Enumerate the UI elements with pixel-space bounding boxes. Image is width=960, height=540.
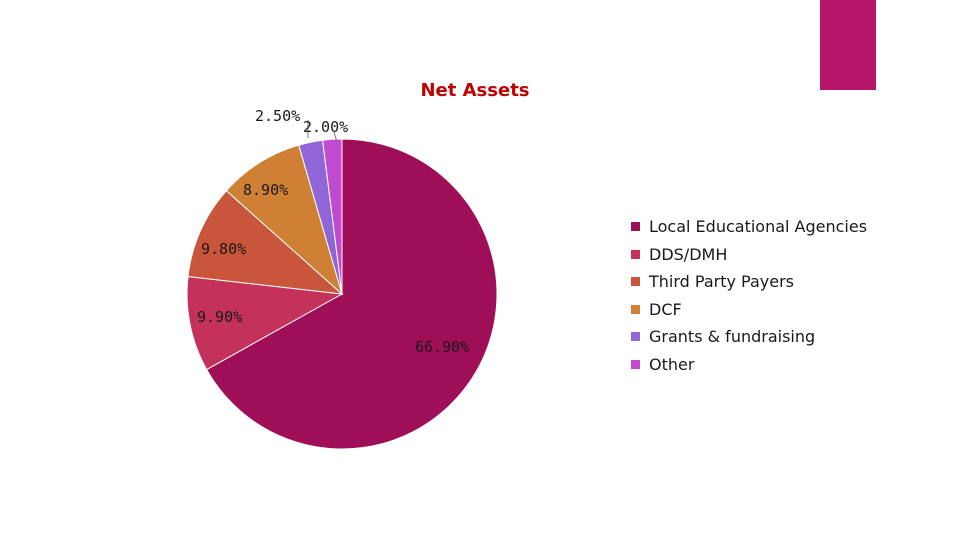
legend-swatch: [631, 222, 640, 232]
legend-label: Other: [649, 354, 695, 374]
legend-label: Local Educational Agencies: [649, 217, 868, 237]
legend-item: Third Party Payers: [631, 268, 867, 296]
data-label: 9.80%: [201, 240, 246, 258]
legend-item: Other: [631, 351, 867, 379]
leader-line: [333, 131, 338, 143]
data-label: 2.50%: [255, 107, 300, 125]
data-label: 8.90%: [243, 181, 288, 199]
legend-item: Grants & fundraising: [631, 323, 867, 351]
data-label: 2.00%: [303, 118, 348, 136]
legend-item: DDS/DMH: [631, 241, 867, 269]
legend-label: Grants & fundraising: [649, 327, 816, 347]
pie-slice: [186, 275, 344, 371]
data-label: 66.90%: [415, 338, 469, 356]
legend-item: DCF: [631, 296, 867, 324]
legend-swatch: [631, 332, 640, 342]
legend-swatch: [631, 249, 640, 259]
pie-slice: [225, 144, 343, 296]
legend-swatch: [631, 277, 640, 287]
accent-bar: [820, 0, 876, 90]
data-label: 9.90%: [197, 308, 242, 326]
legend-label: DCF: [649, 299, 682, 319]
legend-label: DDS/DMH: [649, 244, 728, 264]
pie-slice: [322, 138, 343, 295]
chart-title: Net Assets: [420, 80, 530, 101]
legend-swatch: [631, 304, 640, 314]
pie-slice: [205, 138, 498, 450]
legend-swatch: [631, 359, 640, 369]
legend-label: Third Party Payers: [649, 272, 794, 292]
legend-item: Local Educational Agencies: [631, 213, 867, 241]
legend: Local Educational Agencies DDS/DMH Third P…: [631, 213, 867, 378]
pie-slice: [187, 190, 344, 295]
